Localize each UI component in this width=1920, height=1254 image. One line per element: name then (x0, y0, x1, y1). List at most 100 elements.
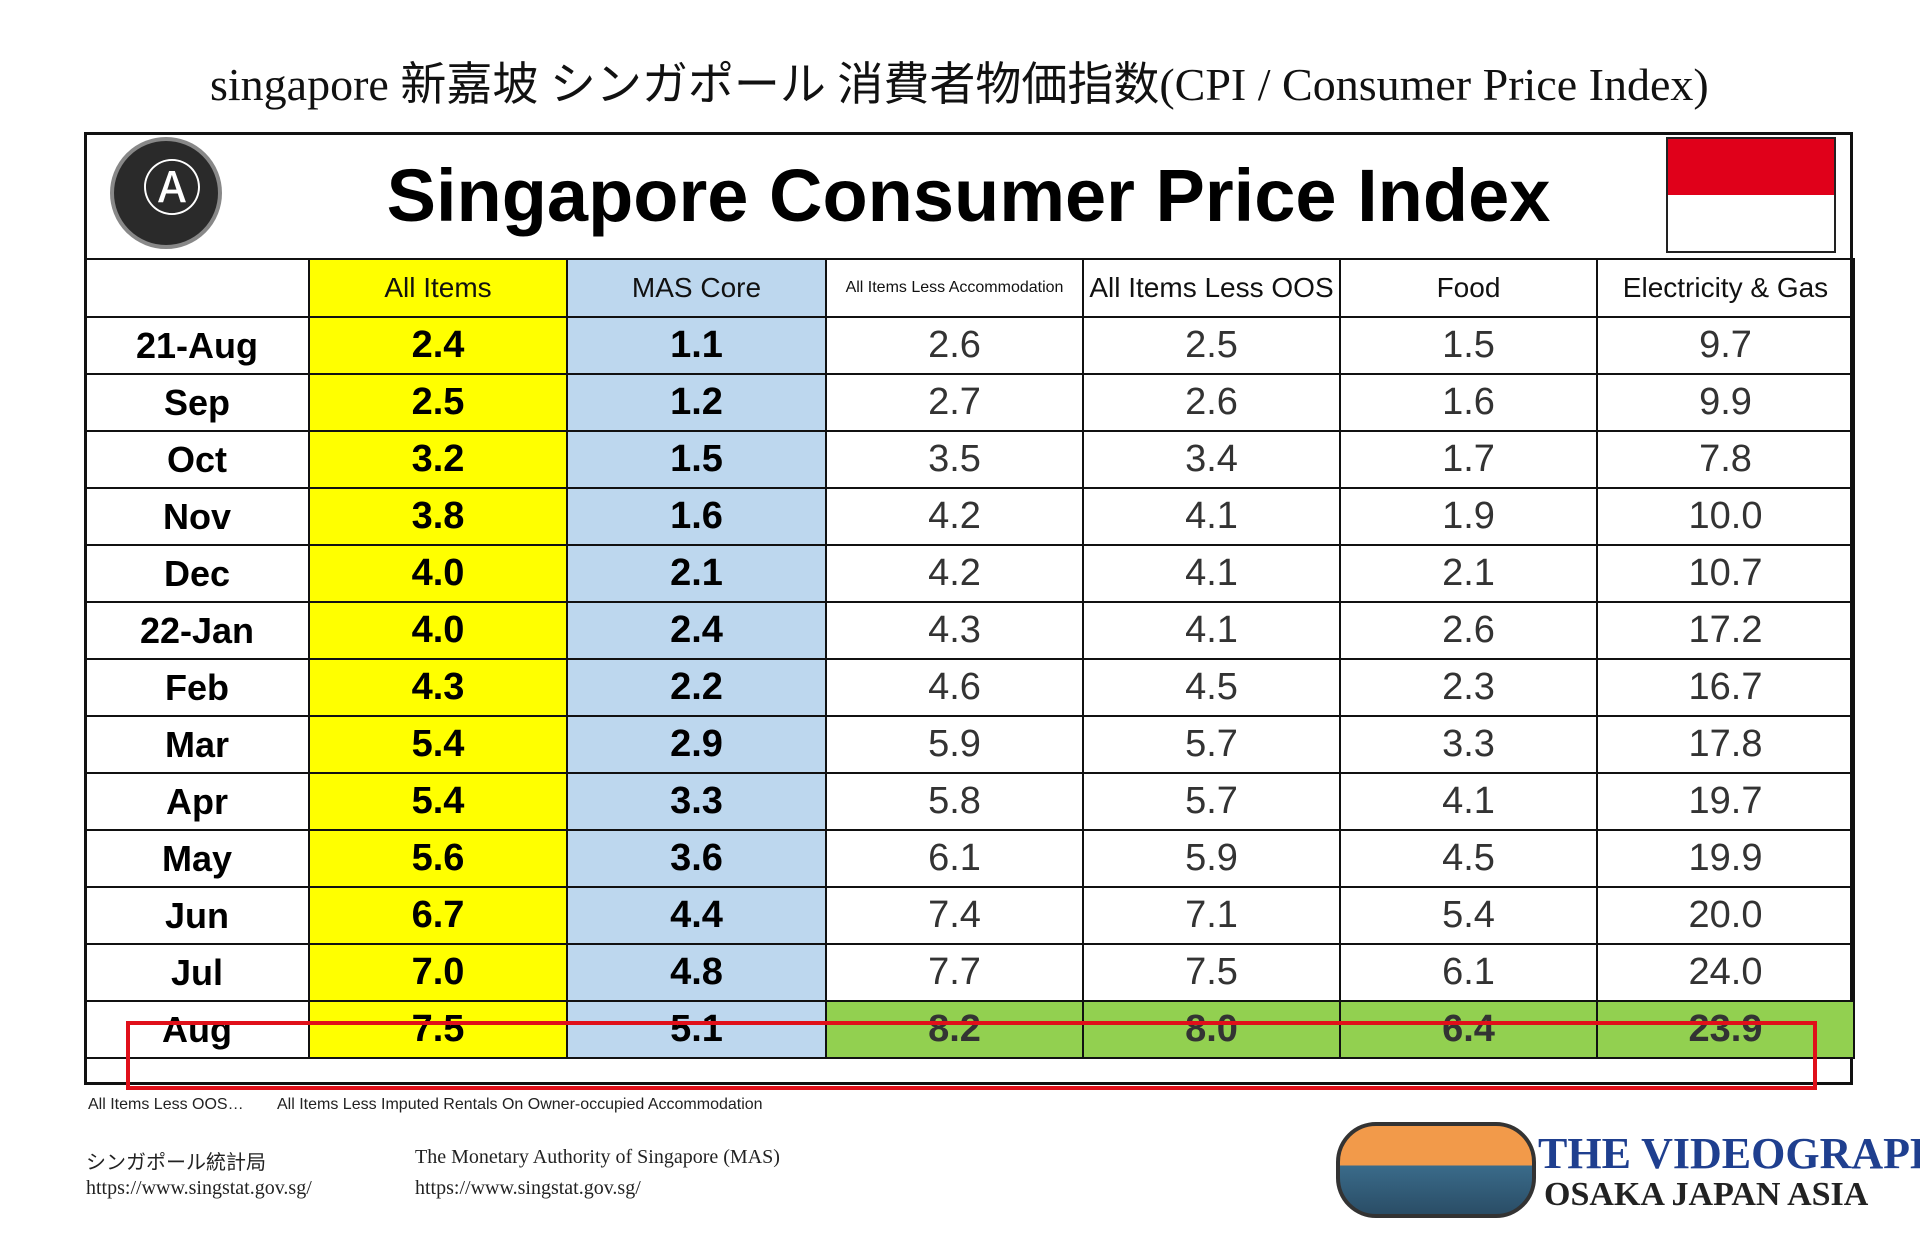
cpi-table: All Items MAS Core All Items Less Accommod… (84, 258, 1855, 1059)
value-cell: 4.4 (566, 886, 827, 945)
value-cell: 17.2 (1596, 601, 1855, 660)
value-cell: 16.7 (1596, 658, 1855, 717)
value-cell: 5.9 (825, 715, 1084, 774)
brand-line: THE VIDEOGRAPHY (1538, 1129, 1920, 1178)
row-label: May (84, 829, 310, 888)
value-cell: 3.8 (308, 487, 568, 546)
value-cell: 4.2 (825, 544, 1084, 603)
value-cell: 20.0 (1596, 886, 1855, 945)
value-cell: 4.1 (1082, 487, 1341, 546)
value-cell: 1.1 (566, 316, 827, 375)
value-cell: 4.5 (1339, 829, 1598, 888)
source-name: シンガポール統計局 (86, 1152, 266, 1174)
brand-line: OSAKA JAPAN ASIA (1544, 1176, 1869, 1213)
value-cell: 5.4 (308, 772, 568, 831)
value-cell: 5.7 (1082, 715, 1341, 774)
row-label: Nov (84, 487, 310, 546)
column-header: Food (1339, 258, 1598, 318)
value-cell: 7.5 (308, 1000, 568, 1059)
value-cell: 1.7 (1339, 430, 1598, 489)
value-cell: 2.3 (1339, 658, 1598, 717)
row-label: 22-Jan (84, 601, 310, 660)
row-label: Sep (84, 373, 310, 432)
row-label: Dec (84, 544, 310, 603)
source-name: The Monetary Authority of Singapore (MAS… (415, 1146, 780, 1168)
value-cell: 8.2 (825, 1000, 1084, 1059)
top-title: singapore 新嘉坡 シンガポール 消費者物価指数(CPI / Consu… (210, 59, 1709, 110)
value-cell: 17.8 (1596, 715, 1855, 774)
data-row: Aug 7.5 5.1 8.2 8.0 6.4 23.9 (84, 1000, 1855, 1059)
value-cell: 7.7 (825, 943, 1084, 1002)
value-cell: 4.1 (1339, 772, 1598, 831)
value-cell: 5.4 (308, 715, 568, 774)
data-row: Dec 4.0 2.1 4.2 4.1 2.1 10.7 (84, 544, 1855, 603)
row-label: Apr (84, 772, 310, 831)
value-cell: 3.5 (825, 430, 1084, 489)
data-row: May 5.6 3.6 6.1 5.9 4.5 19.9 (84, 829, 1855, 888)
value-cell: 3.3 (1339, 715, 1598, 774)
value-cell: 2.5 (1082, 316, 1341, 375)
value-cell: 6.4 (1339, 1000, 1598, 1059)
value-cell: 2.6 (1082, 373, 1341, 432)
value-cell: 4.0 (308, 601, 568, 660)
value-cell: 24.0 (1596, 943, 1855, 1002)
value-cell: 4.2 (825, 487, 1084, 546)
value-cell: 9.9 (1596, 373, 1855, 432)
value-cell: 6.1 (825, 829, 1084, 888)
data-row: Jul 7.0 4.8 7.7 7.5 6.1 24.0 (84, 943, 1855, 1002)
header-row: All Items MAS Core All Items Less Accommod… (84, 258, 1855, 318)
data-row: Feb 4.3 2.2 4.6 4.5 2.3 16.7 (84, 658, 1855, 717)
value-cell: 1.6 (1339, 373, 1598, 432)
value-cell: 2.1 (1339, 544, 1598, 603)
row-label: Jul (84, 943, 310, 1002)
value-cell: 3.2 (308, 430, 568, 489)
source-url: https://www.singstat.gov.sg/ (86, 1177, 312, 1199)
value-cell: 4.5 (1082, 658, 1341, 717)
value-cell: 2.4 (308, 316, 568, 375)
value-cell: 4.0 (308, 544, 568, 603)
value-cell: 5.7 (1082, 772, 1341, 831)
value-cell: 19.7 (1596, 772, 1855, 831)
data-row: Apr 5.4 3.3 5.8 5.7 4.1 19.7 (84, 772, 1855, 831)
value-cell: 2.5 (308, 373, 568, 432)
row-label: Oct (84, 430, 310, 489)
value-cell: 7.5 (1082, 943, 1341, 1002)
value-cell: 2.9 (566, 715, 827, 774)
column-header: All Items Less Accommodation (825, 258, 1084, 318)
value-cell: 4.1 (1082, 601, 1341, 660)
row-label: Jun (84, 886, 310, 945)
logo-mark: Ⓐ (142, 157, 202, 223)
value-cell: 7.1 (1082, 886, 1341, 945)
value-cell: 3.3 (566, 772, 827, 831)
data-row: Mar 5.4 2.9 5.9 5.7 3.3 17.8 (84, 715, 1855, 774)
value-cell: 6.7 (308, 886, 568, 945)
value-cell: 1.5 (566, 430, 827, 489)
row-label: Mar (84, 715, 310, 774)
value-cell: 19.9 (1596, 829, 1855, 888)
value-cell: 2.7 (825, 373, 1084, 432)
row-label: Feb (84, 658, 310, 717)
value-cell: 9.7 (1596, 316, 1855, 375)
value-cell: 4.6 (825, 658, 1084, 717)
main-title: Singapore Consumer Price Index (386, 153, 1551, 237)
value-cell: 7.0 (308, 943, 568, 1002)
data-row: Oct 3.2 1.5 3.5 3.4 1.7 7.8 (84, 430, 1855, 489)
value-cell: 5.4 (1339, 886, 1598, 945)
data-row: 22-Jan 4.0 2.4 4.3 4.1 2.6 17.2 (84, 601, 1855, 660)
data-row: Jun 6.7 4.4 7.4 7.1 5.4 20.0 (84, 886, 1855, 945)
value-cell: 1.5 (1339, 316, 1598, 375)
value-cell: 5.1 (566, 1000, 827, 1059)
flag (1666, 137, 1836, 253)
column-header: All Items Less OOS (1082, 258, 1341, 318)
data-row: Sep 2.5 1.2 2.7 2.6 1.6 9.9 (84, 373, 1855, 432)
value-cell: 2.4 (566, 601, 827, 660)
value-cell: 1.9 (1339, 487, 1598, 546)
value-cell: 10.0 (1596, 487, 1855, 546)
value-cell: 8.0 (1082, 1000, 1341, 1059)
value-cell: 6.1 (1339, 943, 1598, 1002)
value-cell: 1.6 (566, 487, 827, 546)
value-cell: 5.6 (308, 829, 568, 888)
value-cell: 4.1 (1082, 544, 1341, 603)
column-header: MAS Core (566, 258, 827, 318)
value-cell: 2.6 (1339, 601, 1598, 660)
